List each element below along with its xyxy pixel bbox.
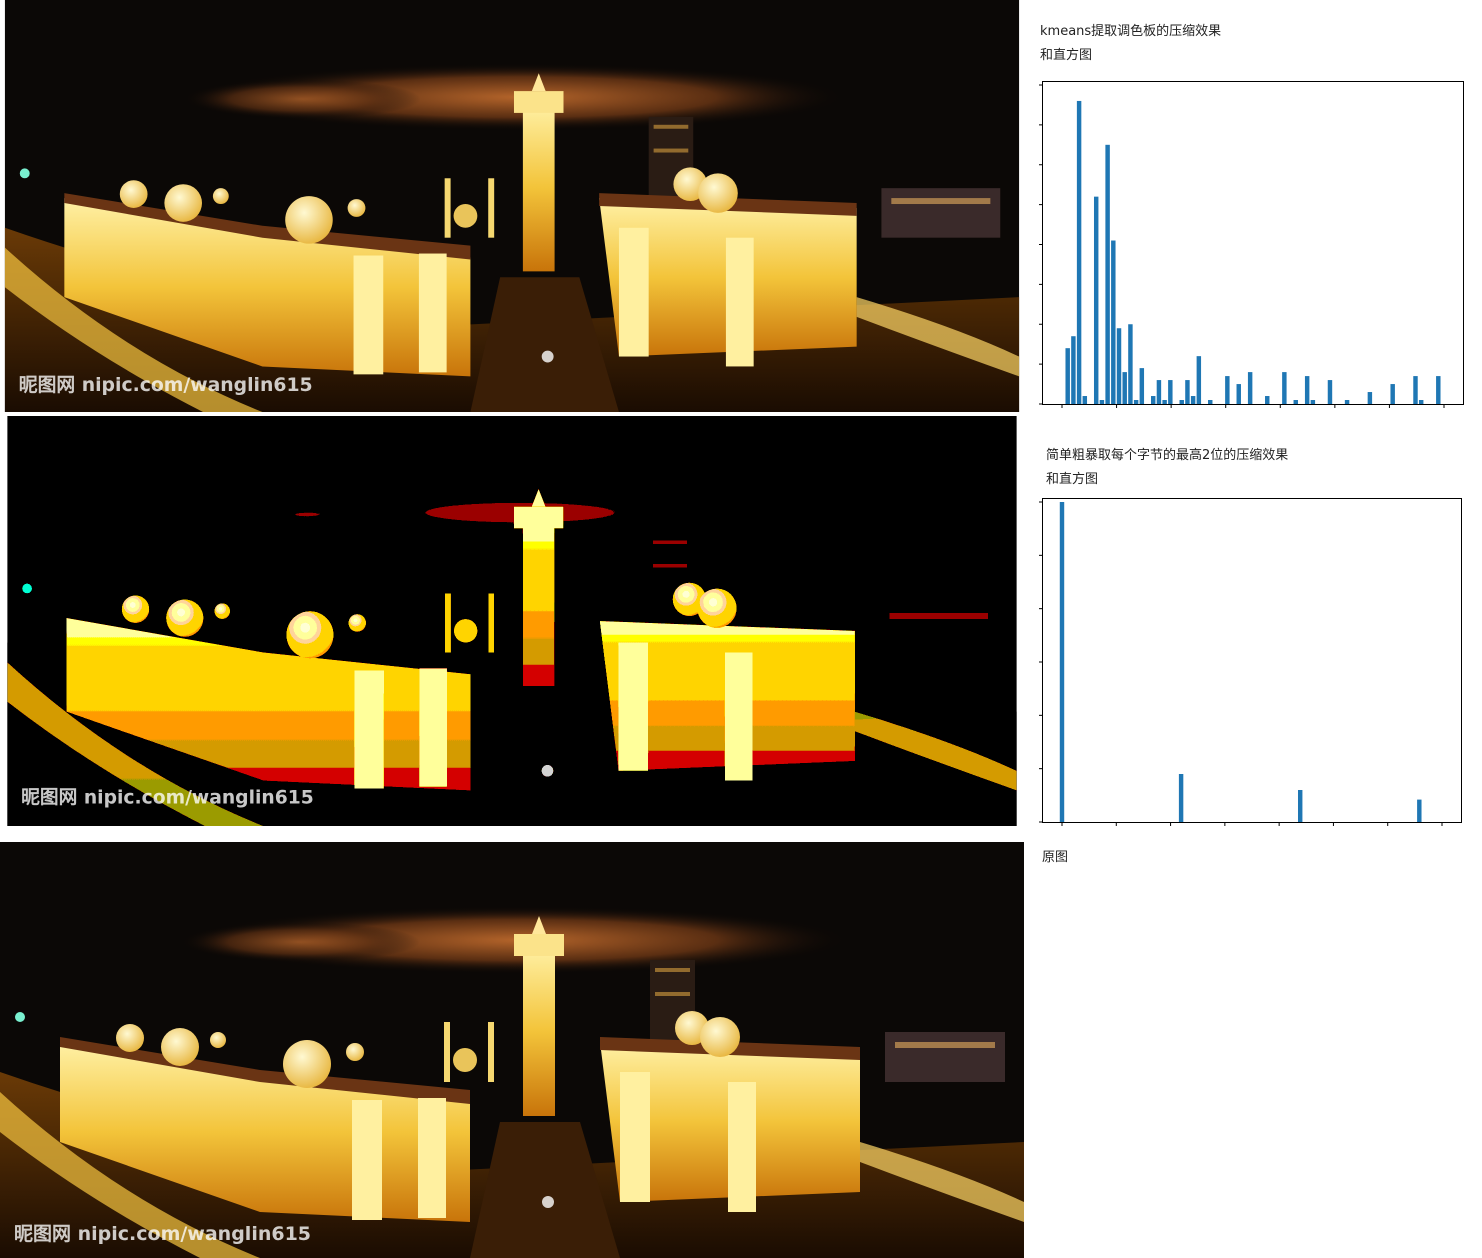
histogram-bar bbox=[1139, 368, 1145, 404]
crude-caption: 简单粗暴取每个字节的最高2位的压缩效果 和直方图 bbox=[1046, 448, 1289, 487]
histogram-bar bbox=[1390, 384, 1395, 404]
histogram-bar bbox=[1236, 384, 1241, 404]
image-watermark: 昵图网 nipic.com/wanglin615 bbox=[14, 1223, 311, 1245]
histogram-bar bbox=[1179, 400, 1184, 404]
histogram-bar bbox=[1304, 376, 1310, 404]
histogram-bar bbox=[1327, 380, 1333, 404]
histogram-bar bbox=[1436, 376, 1441, 404]
histogram-bar bbox=[1367, 392, 1373, 404]
histogram-bar bbox=[1065, 348, 1070, 404]
histogram-bar bbox=[1128, 324, 1133, 404]
original-image: 昵图网 nipic.com/wanglin615 bbox=[0, 842, 1024, 1258]
histogram-bar bbox=[1208, 400, 1213, 404]
histogram-bar bbox=[1168, 380, 1173, 404]
crude-compressed-image: 昵图网 nipic.com/wanglin615 bbox=[0, 416, 1024, 826]
histogram-bar bbox=[1344, 400, 1350, 404]
histogram-bar bbox=[1059, 502, 1065, 822]
histogram-bar bbox=[1196, 356, 1202, 404]
image-watermark: 昵图网 nipic.com/wanglin615 bbox=[21, 787, 314, 808]
crude-histogram bbox=[1039, 498, 1462, 826]
image-watermark: 昵图网 nipic.com/wanglin615 bbox=[19, 374, 313, 396]
histogram-bar bbox=[1282, 372, 1287, 404]
histogram-bar bbox=[1099, 400, 1105, 404]
histogram-bar bbox=[1293, 400, 1298, 404]
histogram-bar bbox=[1093, 196, 1099, 404]
plot-frame bbox=[1042, 498, 1462, 823]
histogram-bar bbox=[1082, 396, 1088, 404]
histogram-bar bbox=[1162, 400, 1167, 404]
histogram-bar bbox=[1076, 100, 1082, 404]
histogram-bar bbox=[1178, 774, 1184, 822]
histogram-bar bbox=[1151, 396, 1156, 404]
histogram-bar bbox=[1105, 144, 1110, 404]
histogram-bar bbox=[1418, 400, 1424, 404]
kmeans-caption: kmeans提取调色板的压缩效果 和直方图 bbox=[1040, 24, 1222, 63]
histogram-bar bbox=[1185, 380, 1190, 404]
histogram-bar bbox=[1247, 372, 1253, 404]
histogram-bar bbox=[1122, 372, 1127, 404]
kmeans-compressed-image: 昵图网 nipic.com/wanglin615 bbox=[0, 0, 1024, 412]
histogram-bar bbox=[1417, 799, 1422, 822]
histogram-bar bbox=[1116, 328, 1122, 404]
histogram-bar bbox=[1071, 336, 1076, 404]
kmeans-histogram bbox=[1039, 81, 1464, 408]
histogram-bar bbox=[1413, 376, 1418, 404]
histogram-bar bbox=[1111, 240, 1116, 404]
histogram-bar bbox=[1265, 396, 1270, 404]
histogram-bar bbox=[1156, 380, 1162, 404]
histogram-bar bbox=[1225, 376, 1230, 404]
histogram-bar bbox=[1297, 790, 1303, 822]
histogram-bar bbox=[1133, 400, 1139, 404]
histogram-bar bbox=[1190, 396, 1196, 404]
original-caption: 原图 bbox=[1042, 850, 1069, 865]
histogram-bar bbox=[1310, 400, 1316, 404]
